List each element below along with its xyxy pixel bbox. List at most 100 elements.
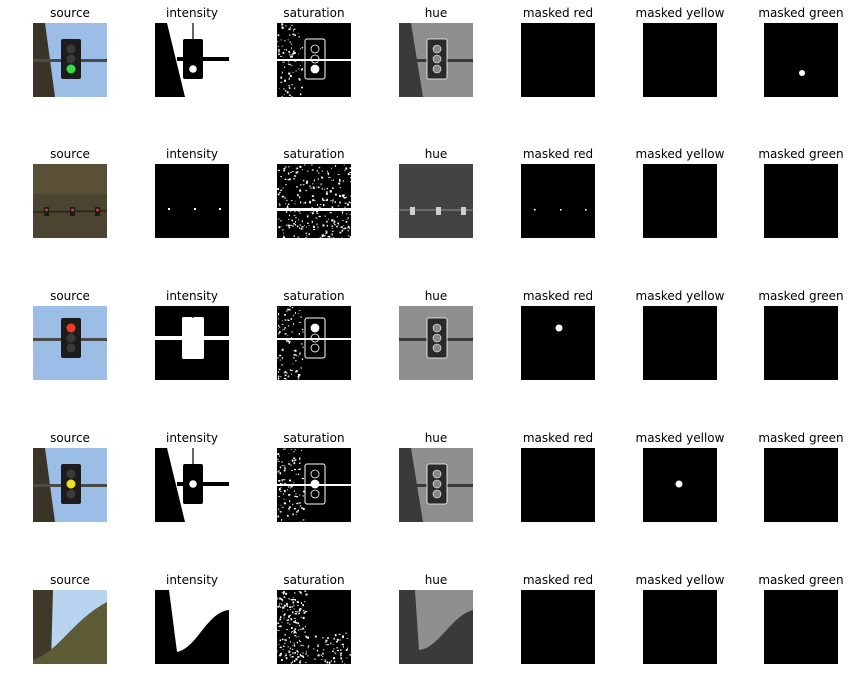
noise-speck xyxy=(313,187,315,190)
black-background xyxy=(521,23,595,97)
noise-speck xyxy=(294,621,296,623)
noise-speck xyxy=(310,187,313,189)
noise-speck xyxy=(295,621,298,624)
noise-speck xyxy=(304,164,306,166)
noise-speck xyxy=(313,179,315,182)
noise-speck xyxy=(294,449,296,451)
noise-speck xyxy=(281,603,283,605)
unlit-lamp xyxy=(66,44,76,54)
noise-speck xyxy=(348,235,350,237)
lit-lamp xyxy=(66,323,76,333)
noise-speck xyxy=(333,637,335,640)
noise-speck xyxy=(297,171,299,173)
unlit-lamp xyxy=(66,489,76,499)
noise-speck xyxy=(283,40,286,42)
noise-speck xyxy=(292,55,293,58)
noise-speck xyxy=(349,171,351,173)
noise-speck xyxy=(294,203,296,205)
noise-speck xyxy=(279,625,282,628)
noise-speck xyxy=(282,187,284,189)
noise-speck xyxy=(284,374,287,377)
noise-speck xyxy=(294,652,296,654)
noise-speck xyxy=(279,602,281,604)
noise-speck xyxy=(285,203,287,205)
noise-speck xyxy=(304,631,306,633)
noise-speck xyxy=(302,490,305,493)
noise-speck xyxy=(298,462,301,464)
noise-speck xyxy=(336,216,338,218)
noise-speck xyxy=(282,645,285,647)
noise-speck xyxy=(282,229,284,231)
noise-speck xyxy=(277,453,280,456)
noise-speck xyxy=(349,236,351,238)
noise-speck xyxy=(283,168,286,170)
noise-speck xyxy=(285,658,288,660)
noise-speck xyxy=(291,373,292,375)
noise-speck xyxy=(296,601,299,603)
noise-speck xyxy=(327,172,330,175)
image-panel-source xyxy=(33,23,107,97)
noise-speck xyxy=(299,457,301,460)
noise-speck xyxy=(342,196,344,198)
noise-speck xyxy=(342,180,344,183)
noise-speck xyxy=(329,190,332,193)
image-panel-saturation xyxy=(277,306,351,380)
noise-speck xyxy=(345,213,348,215)
noise-speck xyxy=(312,199,315,202)
panel-title: hue xyxy=(424,147,448,161)
noise-speck xyxy=(316,204,318,206)
noise-speck xyxy=(286,199,288,201)
noise-speck xyxy=(309,202,311,204)
noise-speck xyxy=(299,224,302,226)
noise-speck xyxy=(279,639,282,642)
noise-speck xyxy=(303,179,305,182)
noise-speck xyxy=(326,220,328,223)
lamp-outline xyxy=(310,333,320,343)
noise-speck xyxy=(295,632,297,634)
noise-speck xyxy=(304,601,306,603)
noise-speck xyxy=(322,197,324,200)
noise-speck xyxy=(292,51,294,53)
noise-speck xyxy=(304,201,307,204)
noise-speck xyxy=(288,166,290,168)
hue-lamp xyxy=(432,44,442,54)
noise-speck xyxy=(281,465,284,466)
noise-speck xyxy=(341,237,343,238)
panel-image xyxy=(33,448,107,522)
panel-title: masked green xyxy=(758,6,844,20)
panel-title: masked red xyxy=(522,573,594,587)
noise-speck xyxy=(284,90,287,92)
noise-speck xyxy=(284,643,286,644)
panel-title: source xyxy=(50,573,90,587)
noise-speck xyxy=(311,220,313,223)
noise-speck xyxy=(290,449,292,451)
noise-speck xyxy=(285,211,288,213)
pole xyxy=(33,590,53,664)
noise-speck xyxy=(295,224,297,226)
noise-speck xyxy=(281,324,284,325)
noise-speck xyxy=(302,610,305,612)
noise-speck xyxy=(279,618,281,621)
noise-speck xyxy=(318,167,321,169)
noise-speck xyxy=(348,201,350,203)
noise-speck xyxy=(280,220,282,222)
noise-speck xyxy=(296,641,298,644)
panel-title: intensity xyxy=(165,431,219,445)
noise-speck xyxy=(289,41,291,43)
noise-speck xyxy=(318,206,321,208)
noise-speck xyxy=(289,369,292,371)
noise-speck xyxy=(285,653,287,655)
noise-speck xyxy=(280,654,282,656)
noise-speck xyxy=(347,203,349,206)
noise-speck xyxy=(295,493,297,495)
lamp-outline xyxy=(310,44,320,54)
noise-speck xyxy=(299,321,302,323)
noise-speck xyxy=(282,320,283,322)
bright-band xyxy=(277,208,351,211)
noise-speck xyxy=(349,213,351,215)
noise-speck xyxy=(283,479,286,481)
noise-speck xyxy=(301,328,304,331)
image-panel-intensity xyxy=(155,23,229,97)
noise-speck xyxy=(277,34,280,37)
noise-speck xyxy=(284,613,286,615)
